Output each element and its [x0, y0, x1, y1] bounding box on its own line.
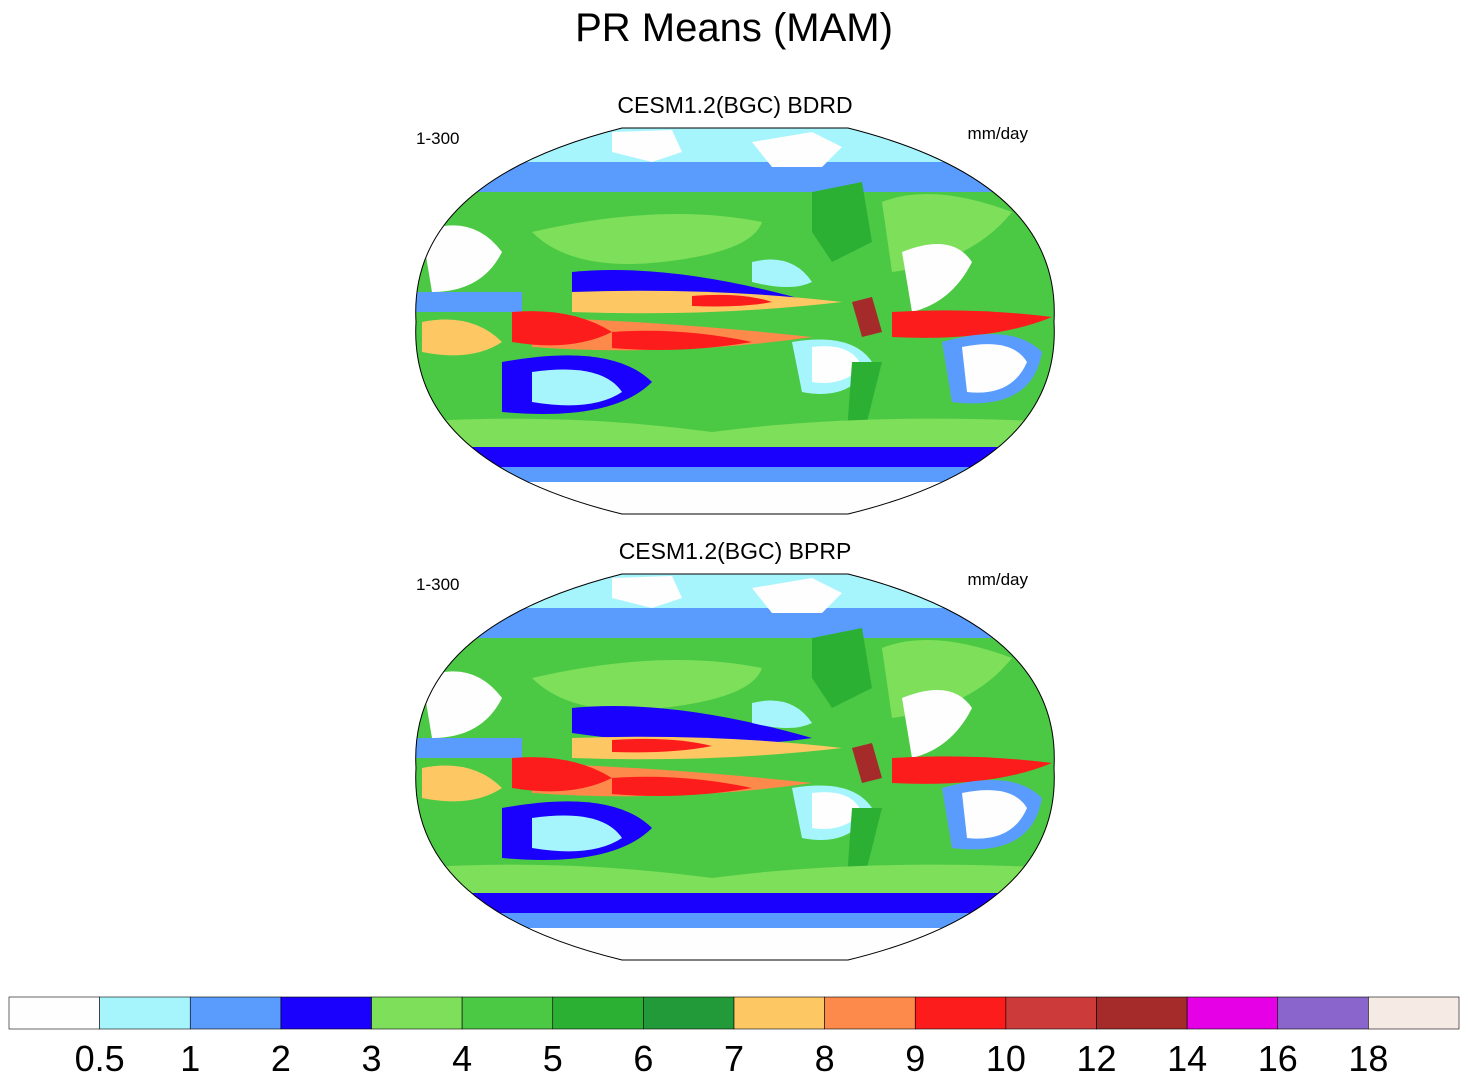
colorbar-tick-label: 14	[1167, 1038, 1208, 1079]
colorbar-box	[8, 996, 100, 1030]
panel-title: CESM1.2(BGC) BPRP	[618, 538, 852, 564]
panel-title: CESM1.2(BGC) BDRD	[617, 92, 853, 118]
colorbar-tick-label: 4	[452, 1038, 473, 1079]
colorbar-tick-label: 6	[633, 1038, 654, 1079]
colorbar-tick-label: 3	[361, 1038, 382, 1079]
panel-units-label: mm/day	[967, 124, 1028, 143]
colorbar-tick-label: 16	[1257, 1038, 1298, 1079]
colorbar	[8, 996, 1460, 1030]
precip-map	[415, 127, 1055, 515]
colorbar-tick-label: 7	[723, 1038, 745, 1079]
colorbar-box	[733, 996, 825, 1030]
colorbar-tick-label: 0.5	[74, 1038, 125, 1079]
map-outline	[415, 573, 1055, 961]
figure-title: PR Means (MAM)	[575, 6, 893, 50]
colorbar-box	[99, 996, 191, 1030]
colorbar-box	[643, 996, 735, 1030]
panel-left-label: 1-300	[416, 129, 460, 148]
colorbar-tick-label: 18	[1348, 1038, 1389, 1079]
colorbar-box	[824, 996, 916, 1030]
colorbar-box	[1277, 996, 1369, 1030]
colorbar-tick-label: 12	[1076, 1038, 1117, 1079]
map-panel-bprp: CESM1.2(BGC) BPRP 1-300 mm/day	[400, 538, 1070, 978]
colorbar-tick-label: 9	[905, 1038, 926, 1079]
colorbar-box	[914, 996, 1007, 1030]
precip-map	[415, 573, 1055, 961]
colorbar-box	[552, 996, 644, 1030]
colorbar-box	[1368, 996, 1460, 1030]
colorbar-tick-label: 5	[542, 1038, 563, 1079]
colorbar-box	[371, 996, 463, 1030]
colorbar-box	[280, 996, 372, 1030]
colorbar-tick-label: 1	[180, 1038, 201, 1079]
panel-left-label: 1-300	[416, 575, 460, 594]
colorbar-tick-label: 8	[814, 1038, 835, 1079]
panel-units-label: mm/day	[967, 570, 1028, 589]
colorbar-tick-label: 10	[985, 1038, 1026, 1079]
colorbar-box	[1096, 996, 1188, 1030]
colorbar-box	[461, 996, 554, 1030]
colorbar-box	[1005, 996, 1097, 1030]
colorbar-box	[1186, 996, 1279, 1030]
colorbar-tick-label: 2	[270, 1038, 291, 1079]
map-panel-bdrd: CESM1.2(BGC) BDRD 1-300 mm/day	[400, 92, 1070, 532]
map-outline	[415, 127, 1055, 515]
colorbar-box	[189, 996, 282, 1030]
